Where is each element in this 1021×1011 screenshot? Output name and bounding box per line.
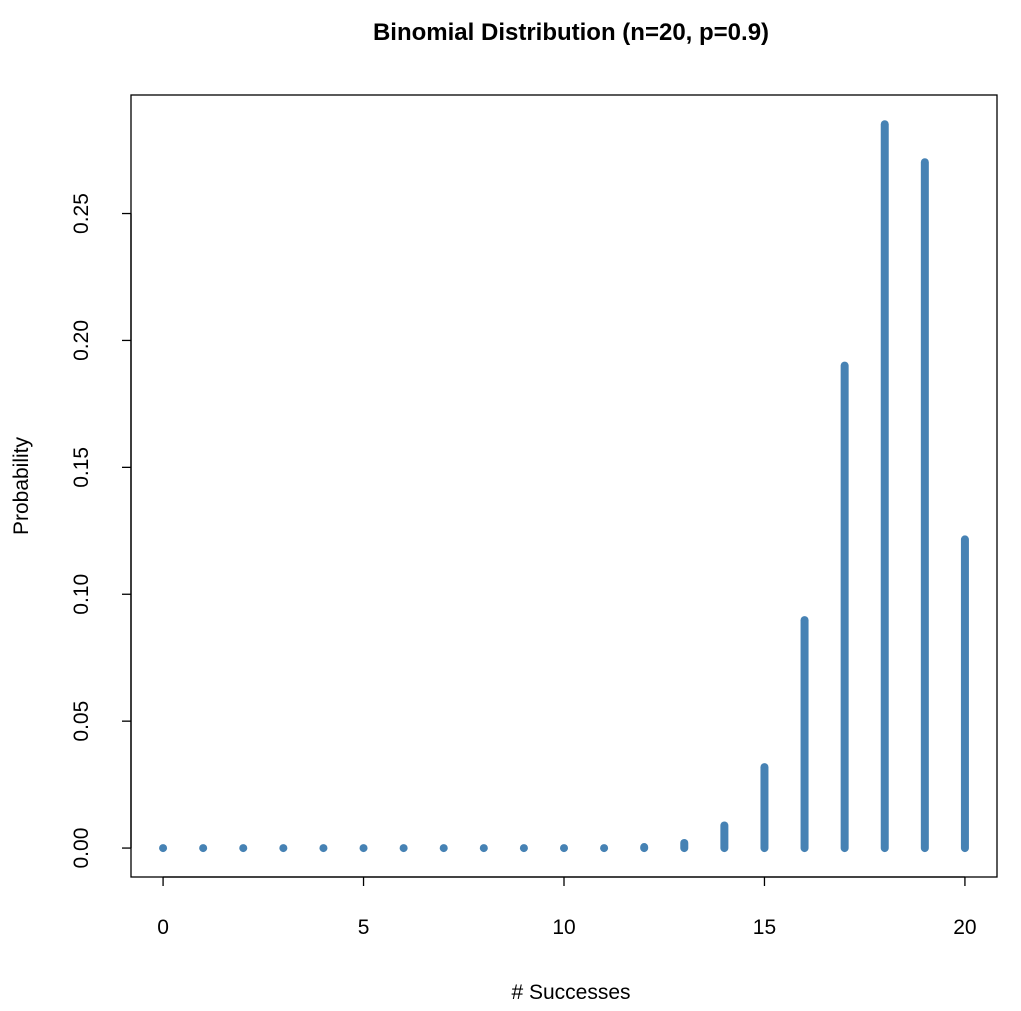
- chart-title: Binomial Distribution (n=20, p=0.9): [373, 19, 769, 46]
- bars: [159, 120, 969, 853]
- x-tick-label: 15: [753, 916, 776, 939]
- x-tick-label: 10: [552, 916, 575, 939]
- x-axis-label: # Successes: [511, 981, 630, 1004]
- y-tick-label: 0.00: [70, 828, 93, 869]
- y-tick-label: 0.20: [70, 320, 93, 361]
- plot-frame: [130, 94, 998, 878]
- y-tick-label: 0.10: [70, 574, 93, 615]
- y-axis: 0.00 0.05 0.10 0.15 0.20 0.25: [70, 193, 132, 869]
- x-axis: 0 5 10 15 20: [157, 876, 977, 939]
- x-tick-label: 5: [358, 916, 370, 939]
- x-tick-label: 0: [157, 916, 169, 939]
- x-tick-label: 20: [953, 916, 976, 939]
- y-tick-label: 0.15: [70, 447, 93, 488]
- y-tick-label: 0.25: [70, 193, 93, 234]
- y-tick-label: 0.05: [70, 701, 93, 742]
- y-axis-label: Probability: [10, 436, 33, 535]
